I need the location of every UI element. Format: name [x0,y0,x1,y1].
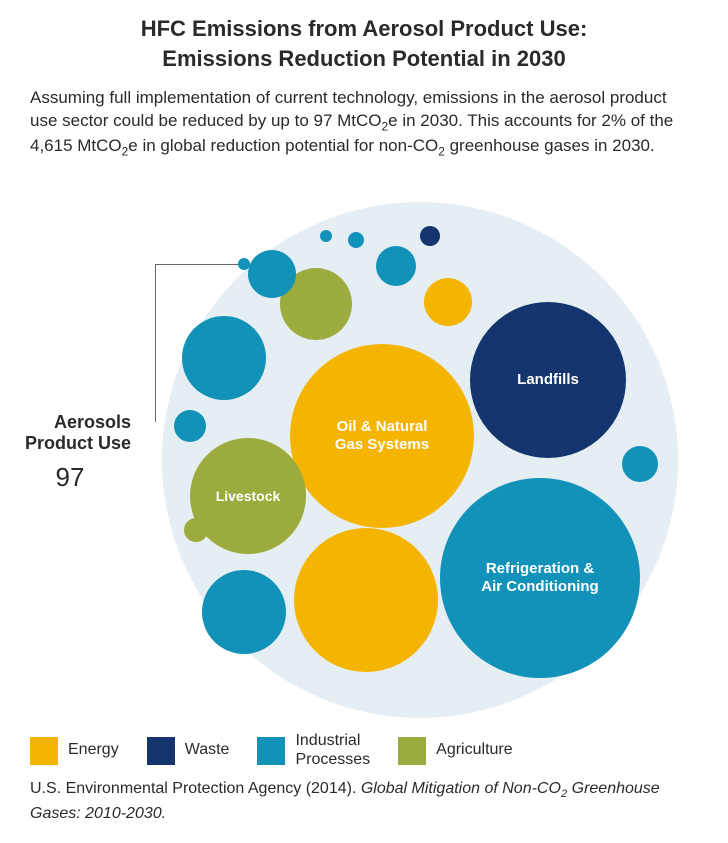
callout-line-vertical [155,264,156,422]
legend-item: IndustrialProcesses [257,732,370,769]
desc-sub-5: 2 [438,144,445,158]
source-italic-1: Global Mitigation of Non-CO [361,780,561,797]
bubble-chart: Aerosols Product Use 97 Oil & NaturalGas… [0,180,728,720]
desc-part-6: greenhouse gases in 2030. [445,136,655,155]
bubble-energy-small-1 [424,278,472,326]
legend-label: Agriculture [436,741,512,759]
bubble-livestock: Livestock [190,438,306,554]
legend-item: Waste [147,737,230,765]
callout-label-l1: Aerosols [54,412,131,432]
source-citation: U.S. Environmental Protection Agency (20… [30,778,698,825]
bubble-ind-tiny-1 [348,232,364,248]
desc-part-4: e in global reduction potential for non-… [128,136,438,155]
bubble-ind-blank-1 [202,570,286,654]
bubble-ind-small-2 [248,250,296,298]
title-line2: Emissions Reduction Potential in 2030 [162,46,565,71]
bubble-ind-small-3 [174,410,206,442]
callout-label-l2: Product Use [25,433,131,453]
callout-value: 97 [40,462,100,493]
callout-label: Aerosols Product Use [1,412,131,454]
description-text: Assuming full implementation of current … [0,73,728,159]
callout-line-horizontal [155,264,240,265]
bubble-aerosols-dot [238,258,250,270]
bubble-waste-small-1 [420,226,440,246]
bubble-agri-small-1 [184,518,208,542]
legend-item: Energy [30,737,119,765]
legend-label: IndustrialProcesses [295,732,370,769]
bubble-refrig-ac: Refrigeration &Air Conditioning [440,478,640,678]
legend-label: Energy [68,741,119,759]
bubble-ind-blank-2 [182,316,266,400]
bubble-energy-blank-1 [294,528,438,672]
legend-swatch [30,737,58,765]
title-line1: HFC Emissions from Aerosol Product Use: [141,16,588,41]
page-title: HFC Emissions from Aerosol Product Use: … [0,0,728,73]
legend-swatch [257,737,285,765]
bubble-ind-small-1 [376,246,416,286]
legend-item: Agriculture [398,737,512,765]
legend: Energy Waste IndustrialProcesses Agricultur… [30,732,698,769]
bubble-ind-small-4 [622,446,658,482]
bubble-oil-gas: Oil & NaturalGas Systems [290,344,474,528]
bubble-ind-tiny-2 [320,230,332,242]
legend-swatch [398,737,426,765]
bubble-landfills: Landfills [470,302,626,458]
legend-label: Waste [185,741,230,759]
source-prefix: U.S. Environmental Protection Agency (20… [30,780,361,797]
legend-swatch [147,737,175,765]
